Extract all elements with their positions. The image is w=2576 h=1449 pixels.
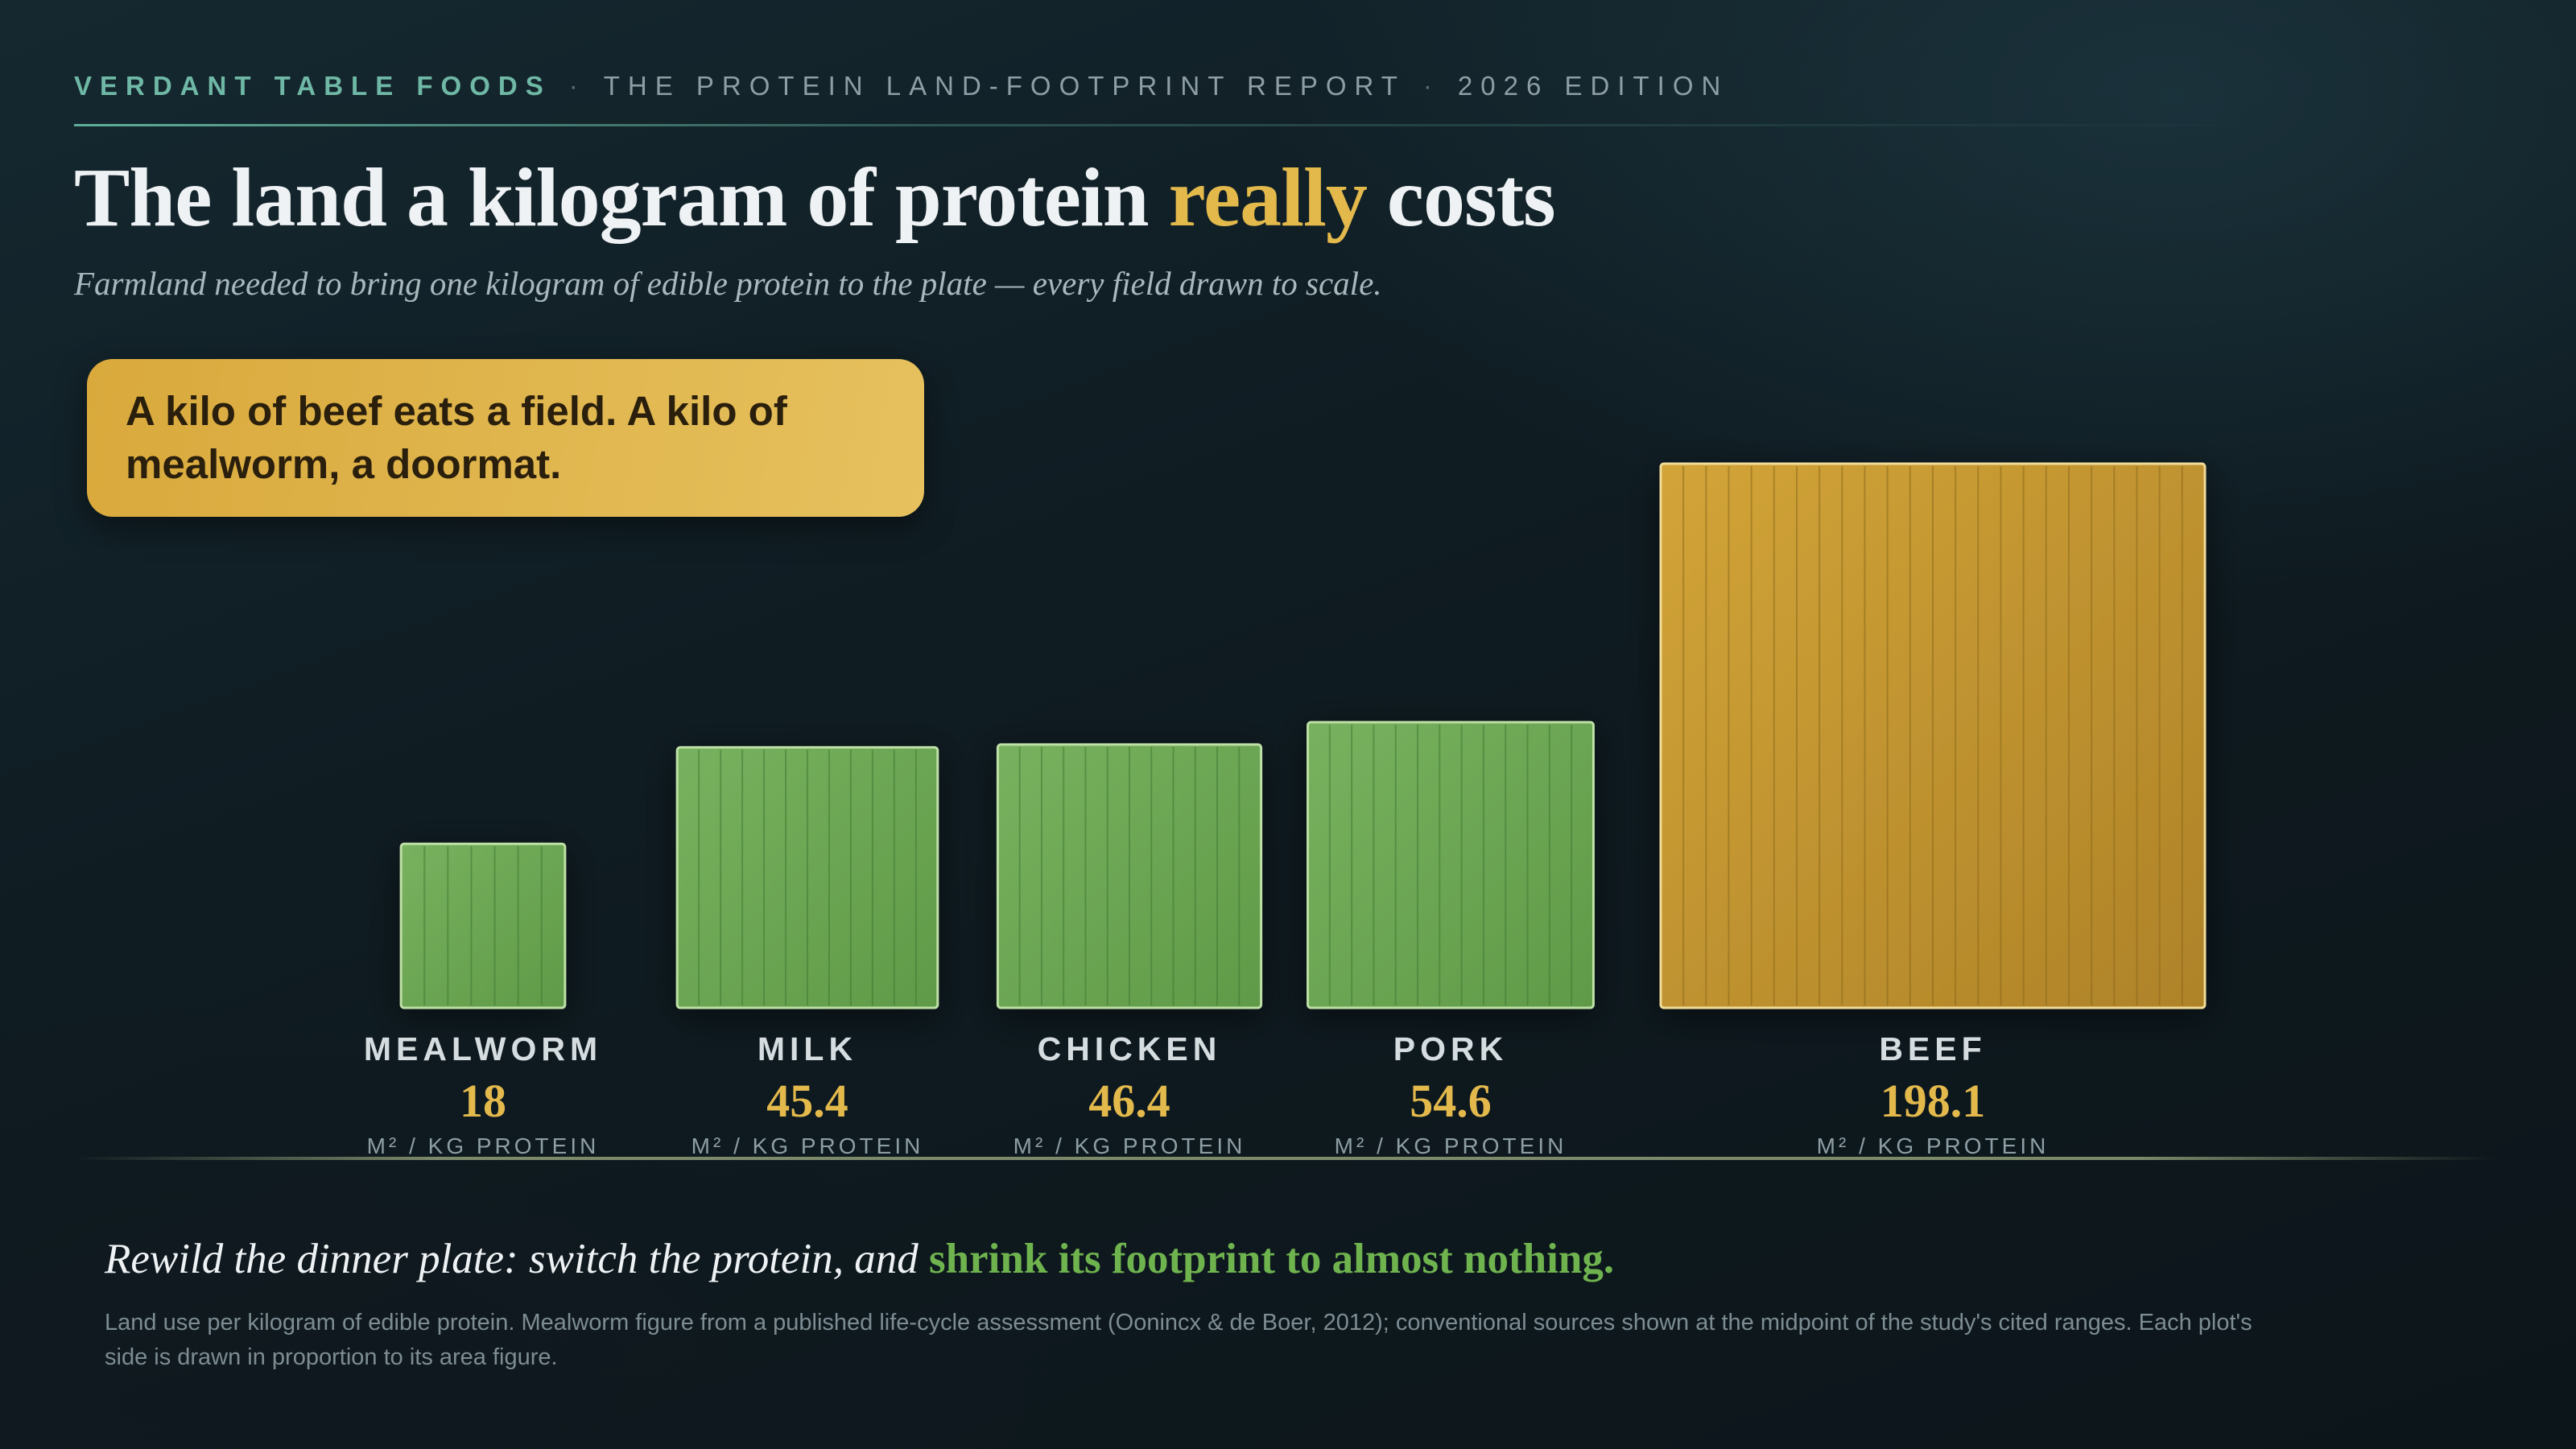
category-label-mealworm: MEALWORM xyxy=(363,1030,603,1067)
footer-tagline: Rewild the dinner plate: switch the prot… xyxy=(105,1235,1614,1283)
value-label-milk: 45.4 xyxy=(766,1075,848,1127)
land-plot-mealworm xyxy=(399,842,567,1009)
unit-label-pork: M² / KG PROTEIN xyxy=(1334,1133,1567,1158)
unit-label-mealworm: M² / KG PROTEIN xyxy=(366,1133,600,1158)
unit-label-milk: M² / KG PROTEIN xyxy=(691,1133,924,1158)
header-separator: · xyxy=(568,71,586,101)
category-label-beef: BEEF xyxy=(1879,1030,1987,1067)
value-label-mealworm: 18 xyxy=(460,1075,506,1127)
title-part-2: costs xyxy=(1366,151,1556,244)
brand-name: VERDANT TABLE FOODS xyxy=(74,71,551,101)
value-label-pork: 54.6 xyxy=(1410,1075,1492,1127)
value-label-beef: 198.1 xyxy=(1880,1075,1986,1127)
plot-square xyxy=(1307,720,1595,1009)
category-label-milk: MILK xyxy=(757,1030,858,1067)
header-rule xyxy=(74,124,2264,126)
source-note: Land use per kilogram of edible protein.… xyxy=(105,1310,2252,1370)
land-plot-chicken xyxy=(996,743,1263,1009)
page-subtitle: Farmland needed to bring one kilogram of… xyxy=(74,265,1382,302)
header-separator: · xyxy=(1422,71,1440,101)
category-label-pork: PORK xyxy=(1393,1030,1509,1067)
land-plot-pork xyxy=(1307,720,1595,1009)
value-label-chicken: 46.4 xyxy=(1088,1075,1170,1127)
title-accent: really xyxy=(1168,151,1368,244)
category-label-chicken: CHICKEN xyxy=(1037,1030,1222,1067)
title-part-1: The land a kilogram of protein xyxy=(74,151,1169,244)
unit-label-beef: M² / KG PROTEIN xyxy=(1816,1133,2050,1158)
chart-baseline xyxy=(74,1157,2497,1160)
land-plot-beef xyxy=(1659,462,2207,1009)
report-header: VERDANT TABLE FOODS · THE PROTEIN LAND-FOO… xyxy=(74,71,1728,101)
callout-box: A kilo of beef eats a field. A kilo of m… xyxy=(87,359,924,517)
footer-lead: Rewild the dinner plate: switch the prot… xyxy=(105,1236,930,1282)
report-name: THE PROTEIN LAND-FOOTPRINT REPORT xyxy=(603,71,1406,101)
footer-highlight: shrink its footprint to almost nothing. xyxy=(929,1236,1615,1282)
plot-square xyxy=(399,842,567,1009)
unit-label-chicken: M² / KG PROTEIN xyxy=(1013,1133,1246,1158)
land-plot-milk xyxy=(675,745,939,1009)
page-title: The land a kilogram of protein really co… xyxy=(74,150,1556,246)
edition-label: 2026 EDITION xyxy=(1457,71,1729,101)
